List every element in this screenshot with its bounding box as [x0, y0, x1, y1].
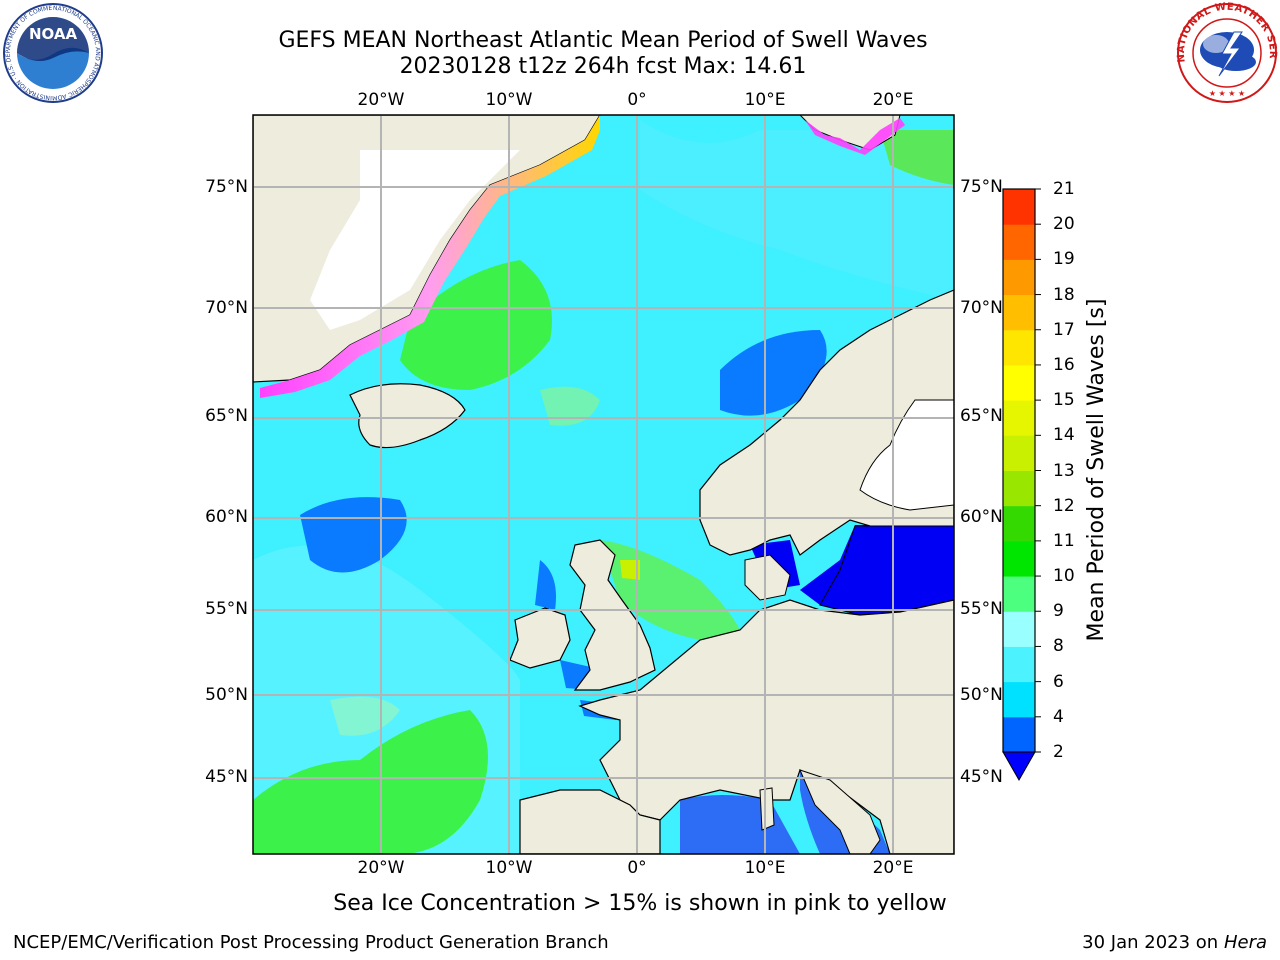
colorbar-segment: [1003, 470, 1035, 507]
plot-title: GEFS MEAN Northeast Atlantic Mean Period…: [278, 28, 928, 53]
svg-text:★ ★ ★ ★: ★ ★ ★ ★: [1209, 89, 1245, 98]
colorbar-segment: [1003, 364, 1035, 401]
lon-label-bottom: 20°E: [872, 858, 914, 878]
lon-label-top: 10°W: [485, 90, 533, 110]
lon-label-top: 10°E: [744, 90, 786, 110]
footer-date: 30 Jan 2023 on Hera: [1082, 932, 1267, 954]
colorbar-tick-label: 18: [1053, 284, 1075, 305]
lat-label-right: 45°N: [960, 767, 1003, 787]
noaa-logo-text: NOAA: [29, 25, 78, 43]
iberia-land: [519, 789, 661, 854]
colorbar-segment: [1003, 329, 1035, 366]
noaa-logo: NOAA NATIONAL OCEANIC AND ATMOSPHERIC AD…: [2, 2, 103, 103]
lat-label-left: 55°N: [205, 599, 248, 619]
colorbar-tick-label: 12: [1053, 495, 1075, 516]
lon-label-bottom: 10°W: [485, 858, 533, 878]
iceland-land: [349, 383, 466, 449]
colorbar-tick-label: 8: [1053, 636, 1064, 657]
map-frame: [252, 114, 955, 855]
footer-credit: NCEP/EMC/Verification Post Processing Pr…: [13, 932, 609, 953]
colorbar-tick-label: 14: [1053, 425, 1075, 446]
colorbar-segment: [1003, 681, 1035, 718]
footer-date-text: 30 Jan 2023 on: [1082, 932, 1224, 953]
colorbar-tick-label: 15: [1053, 390, 1075, 411]
colorbar-segment: [1003, 505, 1035, 542]
colorbar-segment: [1003, 540, 1035, 577]
lat-label-left: 75°N: [205, 177, 248, 197]
lon-label-top: 20°E: [872, 90, 914, 110]
sea-ice-band: [260, 115, 600, 398]
colorbar-segment: [1003, 259, 1035, 296]
europe-land: [578, 599, 954, 854]
colorbar-segment: [1003, 435, 1035, 471]
lon-label-top: 0°: [627, 90, 647, 110]
lat-label-left: 70°N: [205, 298, 248, 318]
colorbar-segment: [1003, 611, 1035, 647]
graticule: [253, 115, 954, 854]
colorbar-tick-label: 6: [1053, 671, 1064, 692]
lat-label-right: 65°N: [960, 406, 1003, 426]
lat-label-left: 65°N: [205, 406, 248, 426]
lat-label-right: 75°N: [960, 177, 1003, 197]
colorbar-segment: [1003, 400, 1035, 436]
plot-subtitle: 20230128 t12z 264h fcst Max: 14.61: [399, 54, 807, 79]
colorbar-segment: [1003, 224, 1035, 260]
colorbar: [1002, 188, 1041, 782]
colorbar-segment: [1003, 576, 1035, 612]
lon-label-top: 20°W: [357, 90, 405, 110]
colorbar-tick-label: 9: [1053, 601, 1064, 622]
colorbar-label: Mean Period of Swell Waves [s]: [1084, 298, 1109, 642]
colorbar-tick-label: 16: [1053, 354, 1075, 375]
colorbar-segment: [1003, 189, 1035, 225]
colorbar-segment: [1003, 646, 1035, 683]
lon-label-bottom: 20°W: [357, 858, 405, 878]
lon-label-bottom: 10°E: [744, 858, 786, 878]
lat-label-left: 45°N: [205, 767, 248, 787]
lat-label-right: 50°N: [960, 685, 1003, 705]
footer-host: Hera: [1223, 932, 1267, 953]
colorbar-tick-label: 4: [1053, 706, 1064, 727]
colorbar-tick-label: 11: [1053, 530, 1075, 551]
colorbar-tick-label: 2: [1053, 742, 1064, 762]
lat-label-right: 70°N: [960, 298, 1003, 318]
colorbar-tick-label: 13: [1053, 460, 1075, 481]
colorbar-segment: [1003, 294, 1035, 331]
long-period-area: [253, 710, 488, 854]
great-britain-land: [569, 539, 656, 691]
lat-label-right: 60°N: [960, 507, 1003, 527]
lat-label-left: 60°N: [205, 507, 248, 527]
colorbar-tick-label: 20: [1053, 214, 1075, 235]
colorbar-extend-min: [1002, 751, 1036, 782]
colorbar-tick-label: 17: [1053, 319, 1075, 340]
colorbar-tick-label: 10: [1053, 566, 1075, 587]
nws-logo: NATIONAL WEATHER SERVICE ★ ★ ★ ★: [1176, 2, 1278, 103]
lon-label-bottom: 0°: [627, 858, 647, 878]
sea-ice-caption: Sea Ice Concentration > 15% is shown in …: [333, 891, 947, 916]
colorbar-segment: [1003, 716, 1035, 753]
lat-label-right: 55°N: [960, 599, 1003, 619]
colorbar-tick-label: 19: [1053, 249, 1075, 270]
colorbar-tick-label: 21: [1053, 179, 1075, 199]
lat-label-left: 50°N: [205, 685, 248, 705]
